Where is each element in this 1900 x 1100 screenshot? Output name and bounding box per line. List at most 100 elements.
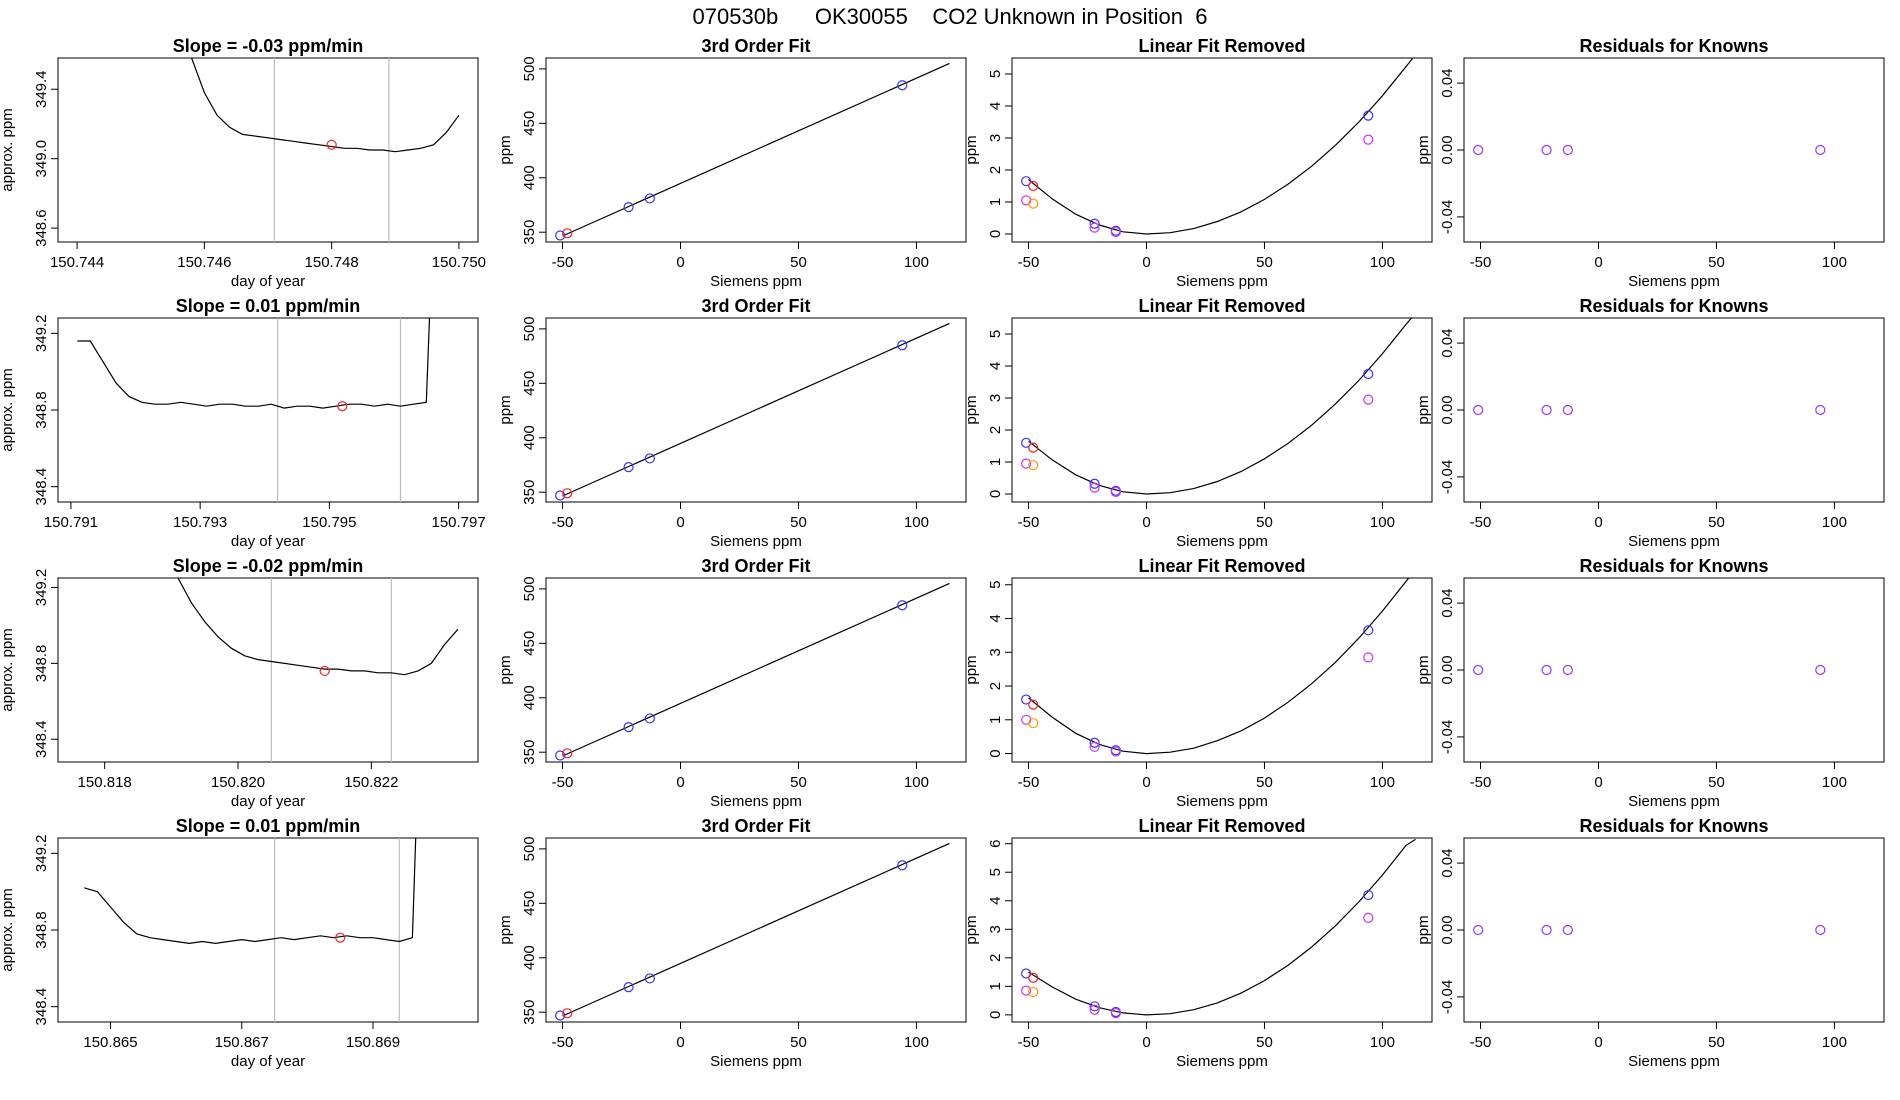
x-tick-label: 100 [1370, 254, 1395, 271]
panel-r4-c3: Linear Fit Removed -50 0 50 100 Siemens ppm 0 1… [963, 816, 1433, 1070]
y-tick-label: 349.0 [33, 140, 50, 178]
data-point-purple [1562, 144, 1573, 156]
data-point-known [644, 713, 655, 724]
y-tick-label: 5 [987, 581, 1004, 589]
data-point-purple [1815, 404, 1826, 416]
x-tick-label: 0 [676, 514, 684, 531]
plot-frame [1463, 57, 1885, 243]
x-tick-label: 100 [1370, 774, 1395, 791]
y-tick-label: 2 [987, 426, 1004, 434]
x-tick-label: 100 [1822, 1034, 1847, 1051]
mean-point [319, 665, 330, 677]
panel-title: Slope = -0.03 ppm/min [173, 36, 364, 56]
y-tick-label: 4 [987, 362, 1004, 370]
x-tick-label: 0 [676, 774, 684, 791]
x-tick-label: 100 [1822, 514, 1847, 531]
fit-curve [1028, 318, 1413, 495]
y-tick-label: 349.4 [33, 70, 50, 108]
x-tick-label: 50 [1256, 514, 1273, 531]
x-axis-label: Siemens ppm [710, 533, 802, 550]
panel-r3-c1: Slope = -0.02 ppm/min 150.818 150.820 150.8… [0, 556, 479, 810]
data-point-magenta [1021, 195, 1032, 206]
plot-frame [1011, 317, 1433, 503]
y-tick-label: 0.00 [1439, 915, 1456, 944]
y-axis-label: ppm [963, 655, 980, 684]
figure-title-date: 070530b [692, 4, 779, 29]
data-point-purple [1815, 664, 1826, 676]
x-axis-label: Siemens ppm [1628, 273, 1720, 290]
plot-area [555, 582, 950, 761]
y-tick-label: 349.2 [33, 315, 50, 353]
panel-r3-c4: Residuals for Knowns -50 0 50 100 Siemens ppm… [1415, 556, 1885, 810]
x-tick-label: 50 [1256, 1034, 1273, 1051]
trace-line [191, 58, 460, 153]
x-tick-label: 0 [1142, 514, 1150, 531]
x-tick-label: 100 [1822, 774, 1847, 791]
data-point-known [897, 340, 908, 351]
data-point-orange [1028, 718, 1039, 729]
data-point-orange [1028, 986, 1039, 998]
y-tick-label: 4 [987, 614, 1004, 622]
x-axis-label: Siemens ppm [1176, 273, 1268, 290]
x-tick-label: 50 [1708, 1034, 1725, 1051]
panel-title: Residuals for Knowns [1579, 816, 1768, 836]
panel-r4-c1: Slope = 0.01 ppm/min 150.865 150.867 150.86… [0, 816, 479, 1070]
y-axis-label: ppm [1415, 395, 1432, 424]
y-axis-label: ppm [1415, 915, 1432, 944]
y-tick-label: 348.8 [33, 911, 50, 949]
data-point-magenta [1363, 134, 1374, 145]
y-tick-label: 350 [521, 1000, 538, 1025]
plot-area [555, 62, 950, 241]
panel-title: Residuals for Knowns [1579, 556, 1768, 576]
x-tick-label: 150.793 [173, 514, 227, 531]
data-point-purple [1541, 924, 1552, 936]
data-point-known [555, 230, 566, 241]
x-tick-label: 0 [1142, 254, 1150, 271]
data-point-known [555, 1010, 566, 1021]
panel-title: Residuals for Knowns [1579, 296, 1768, 316]
panel-title: 3rd Order Fit [701, 816, 810, 836]
plot-frame [545, 837, 967, 1023]
data-point-known [1363, 368, 1374, 380]
y-tick-label: 350 [521, 480, 538, 505]
y-tick-label: 1 [987, 982, 1004, 990]
x-tick-label: 150.822 [344, 774, 398, 791]
data-point-orange [1028, 460, 1039, 471]
plot-frame [57, 577, 479, 763]
plot-area [1021, 58, 1414, 238]
y-tick-label: 500 [521, 316, 538, 341]
data-point-purple [1541, 404, 1552, 416]
y-axis-label: ppm [497, 395, 514, 424]
y-axis-label: ppm [963, 915, 980, 944]
panel-r2-c2: 3rd Order Fit -50 0 50 100 Siemens ppm 350 400 4… [497, 296, 967, 550]
y-tick-label: 0.04 [1439, 588, 1456, 617]
plot-frame [545, 317, 967, 503]
panel-title: Linear Fit Removed [1138, 296, 1305, 316]
x-tick-label: -50 [552, 254, 574, 271]
y-tick-label: 500 [521, 56, 538, 81]
x-tick-label: -50 [1470, 514, 1492, 531]
y-tick-label: 0.04 [1439, 328, 1456, 357]
y-axis-label: ppm [497, 655, 514, 684]
y-tick-label: 6 [987, 840, 1004, 848]
x-tick-label: -50 [1018, 254, 1040, 271]
y-tick-label: 450 [521, 111, 538, 136]
y-tick-label: 4 [987, 897, 1004, 905]
x-tick-label: 50 [1256, 774, 1273, 791]
plot-area [1021, 318, 1413, 498]
x-axis-label: day of year [231, 1053, 305, 1070]
data-point-magenta [1089, 222, 1100, 233]
y-tick-label: 4 [987, 102, 1004, 110]
data-point-known [1089, 737, 1100, 748]
fit-line [562, 582, 950, 757]
data-point-known [1363, 110, 1374, 121]
panel-title: 3rd Order Fit [701, 36, 810, 56]
panel-r1-c4: Residuals for Knowns -50 0 50 100 Siemens ppm… [1415, 36, 1885, 290]
panel-title: Linear Fit Removed [1138, 556, 1305, 576]
panel-r2-c1: Slope = 0.01 ppm/min 150.791 150.793 150.79… [0, 296, 486, 550]
x-axis-label: day of year [231, 793, 305, 810]
data-point-known [555, 490, 566, 501]
x-tick-label: -50 [1470, 774, 1492, 791]
x-tick-label: 100 [1822, 254, 1847, 271]
data-point-known [644, 973, 655, 984]
